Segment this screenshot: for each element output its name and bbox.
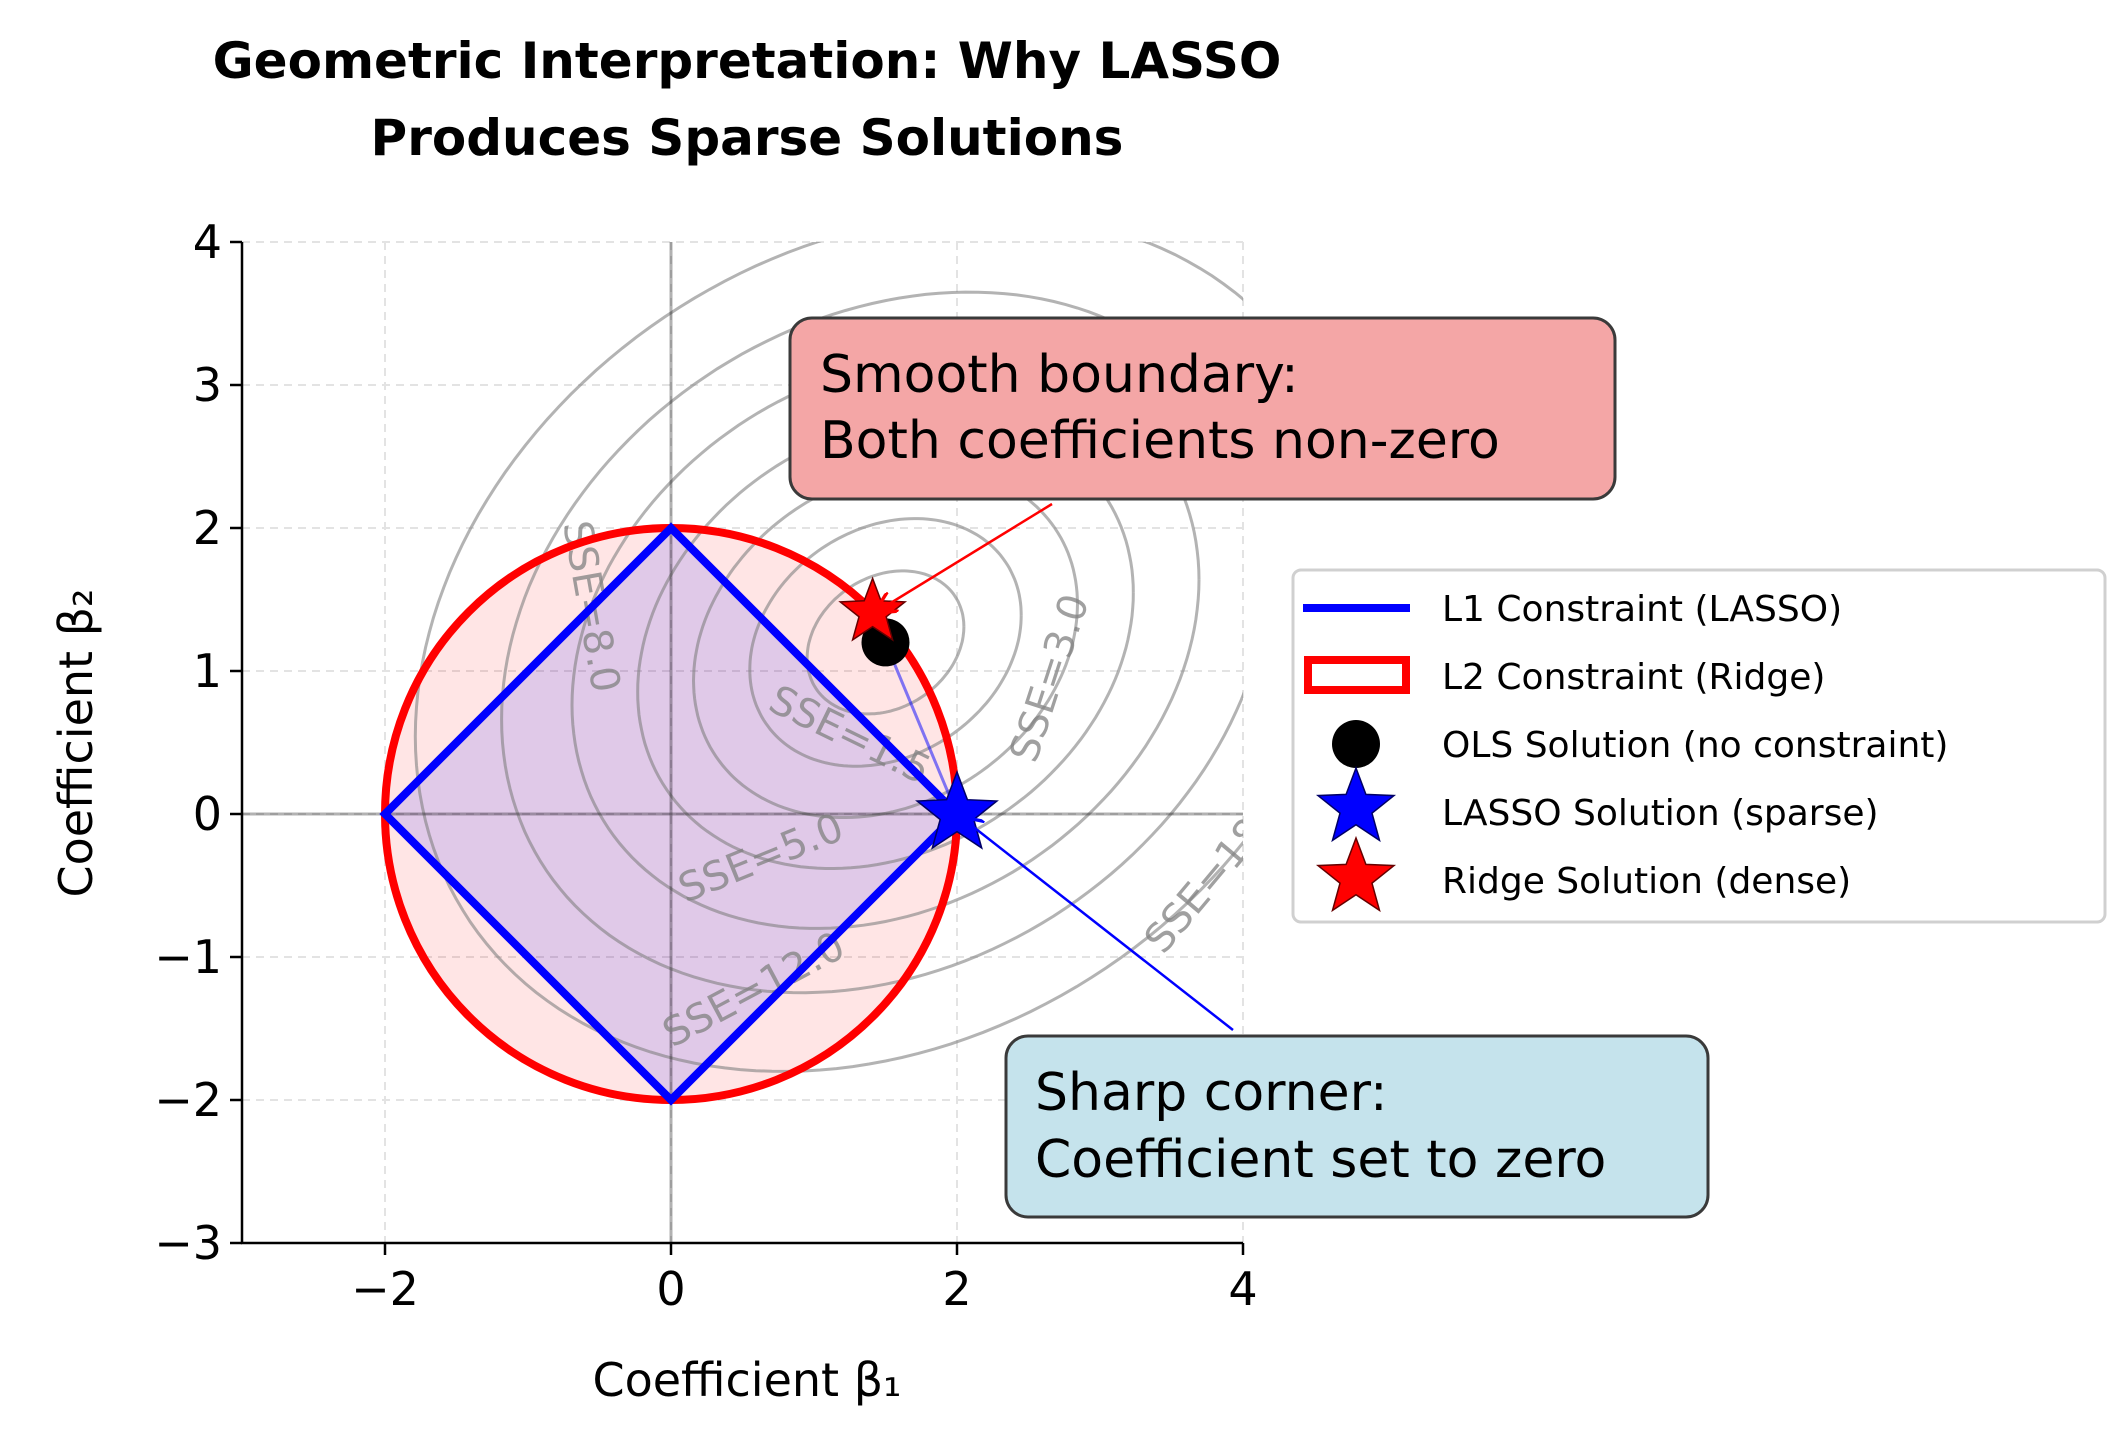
y-tick-label: 0 — [193, 787, 222, 841]
contour-line — [413, 242, 1243, 1073]
ridge-annotation-line-2: Both coefficients non-zero — [820, 411, 1500, 471]
contour-label: SSE=3.0 — [1001, 589, 1098, 768]
plot-area: SSE=1.5 SSE=3.0SSE=5.0SSE=8.0SSE=12.0SSE=… — [242, 242, 1299, 1243]
legend-ols-marker — [1332, 720, 1380, 768]
y-tick-label: 4 — [193, 215, 222, 269]
annotations: Smooth boundary: Both coefficients non-z… — [788, 316, 1710, 1219]
x-tick-label: 2 — [942, 1262, 971, 1316]
legend: L1 Constraint (LASSO) L2 Constraint (Rid… — [1291, 568, 2107, 924]
legend-l1-label: L1 Constraint (LASSO) — [1442, 589, 1842, 630]
lasso-annotation-line-1: Sharp corner: — [1035, 1063, 1388, 1123]
legend-lasso-marker — [1315, 765, 1397, 843]
ols-solution-marker — [861, 618, 910, 667]
axes: −2 0 2 4 −3 −2 −1 0 1 2 3 4 — [154, 215, 1257, 1316]
x-tick-label: −2 — [351, 1262, 419, 1316]
ridge-annotation-arrow — [876, 502, 1053, 612]
legend-ridge-marker — [1315, 835, 1397, 913]
y-tick-label: −3 — [154, 1216, 222, 1270]
x-tick-label: 4 — [1228, 1262, 1257, 1316]
legend-ols-label: OLS Solution (no constraint) — [1442, 725, 1948, 766]
y-tick-label: −2 — [154, 1073, 222, 1127]
contour-line — [500, 290, 1243, 995]
ridge-annotation-box: Smooth boundary: Both coefficients non-z… — [788, 316, 1617, 501]
legend-lasso-label: LASSO Solution (sparse) — [1442, 793, 1879, 834]
x-tick-label: 0 — [656, 1262, 685, 1316]
y-tick-label: 2 — [193, 501, 222, 555]
ols-to-lasso-path — [884, 641, 959, 815]
lasso-annotation-box: Sharp corner: Coefficient set to zero — [1004, 1034, 1710, 1219]
legend-ridge-label: Ridge Solution (dense) — [1442, 861, 1851, 902]
chart-title-line-1: Geometric Interpretation: Why LASSO — [213, 32, 1282, 90]
contour-line — [805, 569, 966, 716]
ridge-annotation-line-1: Smooth boundary: — [820, 345, 1299, 405]
chart-title-line-2: Produces Sparse Solutions — [371, 109, 1124, 167]
lasso-solution-marker — [915, 769, 999, 850]
legend-l2-label: L2 Constraint (Ridge) — [1442, 657, 1825, 698]
x-axis-label: Coefficient β₁ — [592, 1353, 901, 1407]
contour-label: SSE=18.0 — [1136, 780, 1299, 962]
y-tick-label: 1 — [193, 644, 222, 698]
y-tick-label: 3 — [193, 358, 222, 412]
y-tick-label: −1 — [154, 930, 222, 984]
lasso-annotation-arrow — [962, 818, 1234, 1031]
y-axis-label: Coefficient β₂ — [49, 588, 103, 897]
lasso-annotation-line-2: Coefficient set to zero — [1035, 1130, 1606, 1190]
contour-line — [748, 517, 1023, 768]
legend-l2-swatch — [1304, 656, 1410, 694]
l1-constraint-diamond — [379, 522, 960, 1106]
